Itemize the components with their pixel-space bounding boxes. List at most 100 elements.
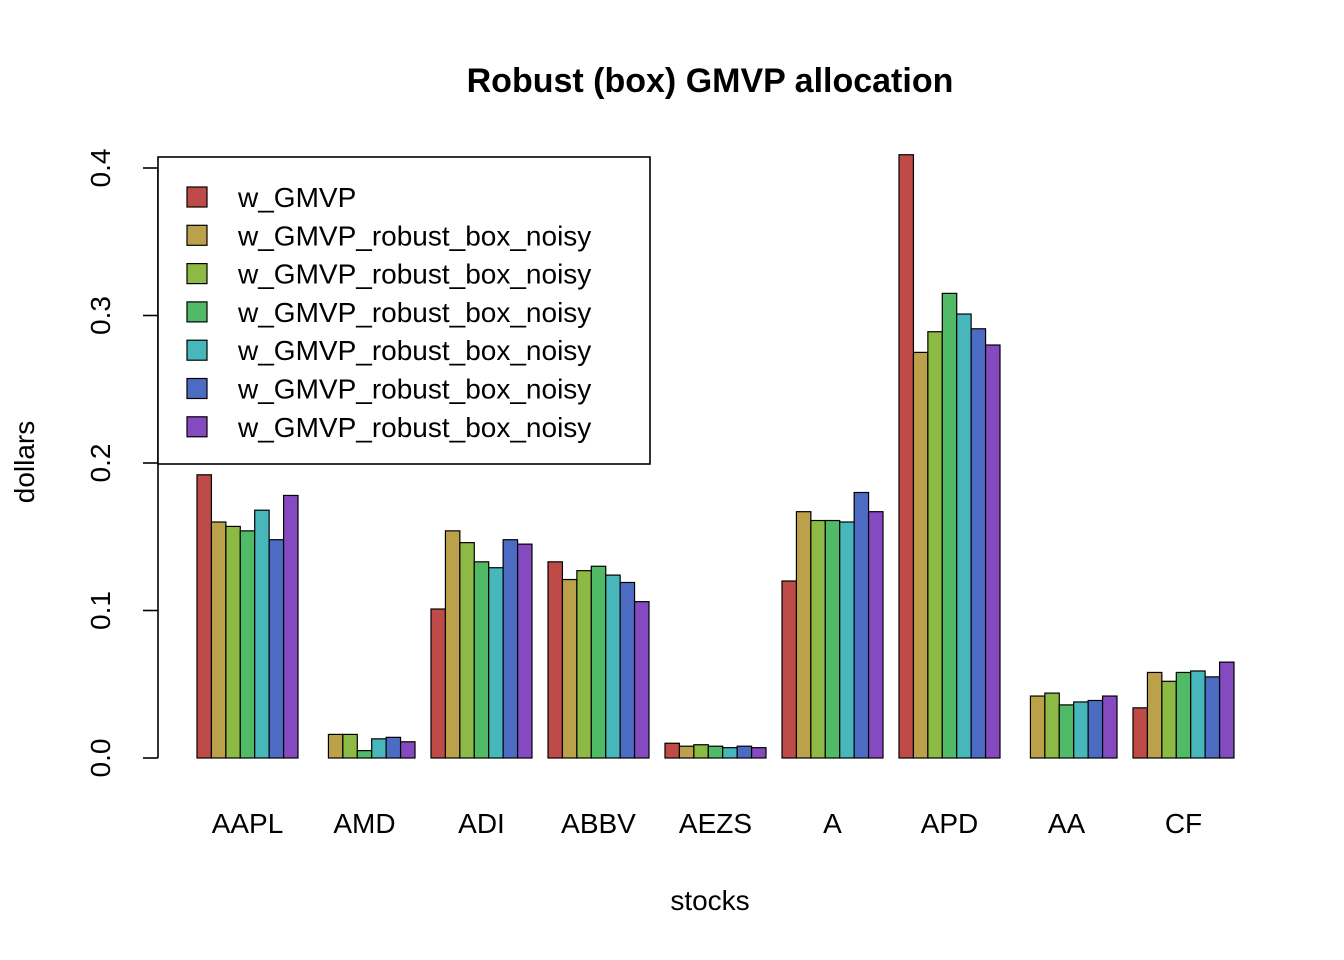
- legend-label-4: w_GMVP_robust_box_noisy: [237, 297, 591, 328]
- legend-swatch-2: [186, 224, 208, 246]
- bar-group-a: [781, 491, 884, 759]
- bar-aapl-series-7: [282, 494, 299, 759]
- bar-cf-series-4: [1175, 671, 1192, 759]
- legend-swatch-4: [186, 301, 208, 323]
- x-tick-label: CF: [1165, 808, 1202, 839]
- bar-adi-series-7: [516, 543, 533, 759]
- bar-aezs-series-7: [750, 747, 767, 759]
- bar-aa-series-5: [1073, 701, 1089, 759]
- legend-swatch-6: [186, 377, 208, 400]
- bar-adi-series-1: [430, 608, 447, 759]
- bar-abbv-series-4: [590, 565, 607, 759]
- bar-aapl-series-6: [268, 539, 285, 759]
- y-axis: 0.0 0.1 0.2 0.3 0.4: [85, 149, 159, 778]
- bar-apd-series-4: [941, 292, 958, 759]
- bar-amd-series-4: [356, 750, 373, 759]
- x-tick-label: AA: [1048, 808, 1086, 839]
- legend-label-5: w_GMVP_robust_box_noisy: [237, 335, 591, 366]
- bar-apd-series-7: [984, 344, 1001, 759]
- bar-adi-series-2: [444, 530, 461, 759]
- y-tick-label: 0.2: [85, 444, 116, 483]
- bar-aapl-series-3: [225, 525, 241, 759]
- bar-apd-series-1: [898, 154, 915, 759]
- bar-group-abbv: [547, 561, 650, 759]
- bar-group-cf: [1132, 661, 1235, 759]
- bar-abbv-series-7: [633, 601, 650, 759]
- legend: w_GMVP w_GMVP_robust_box_noisy w_GMVP_robu…: [157, 156, 651, 465]
- x-tick-label: AEZS: [679, 808, 752, 839]
- bar-group-aapl: [196, 474, 299, 759]
- bar-a-series-7: [867, 511, 884, 759]
- bar-apd-series-6: [970, 328, 987, 759]
- y-tick-label: 0.3: [85, 296, 116, 335]
- legend-label-7: w_GMVP_robust_box_noisy: [237, 412, 591, 443]
- bar-group-aezs: [664, 742, 767, 759]
- bar-apd-series-2: [912, 351, 929, 759]
- bar-abbv-series-5: [605, 574, 621, 759]
- bar-aezs-series-6: [736, 745, 753, 759]
- bar-amd-series-2: [327, 733, 344, 759]
- bar-cf-series-1: [1132, 707, 1149, 759]
- bar-cf-series-6: [1204, 676, 1221, 759]
- bar-aezs-series-4: [707, 745, 724, 759]
- x-tick-label: AAPL: [212, 808, 284, 839]
- bar-aapl-series-5: [254, 509, 270, 759]
- bar-amd-series-7: [399, 741, 416, 759]
- x-tick-label: A: [823, 808, 842, 839]
- bar-group-apd: [898, 154, 1001, 759]
- bar-aa-series-3: [1044, 692, 1060, 759]
- bar-a-series-3: [810, 519, 826, 759]
- bar-a-series-2: [795, 511, 812, 759]
- legend-label-1: w_GMVP: [237, 182, 356, 213]
- bar-a-series-5: [839, 521, 855, 759]
- bar-cf-series-3: [1161, 680, 1177, 759]
- x-tick-label: AMD: [333, 808, 395, 839]
- x-axis-label: stocks: [670, 885, 749, 916]
- legend-swatch-7: [186, 416, 208, 438]
- bar-amd-series-6: [385, 736, 402, 759]
- bars-layer: [196, 154, 1235, 759]
- bar-adi-series-5: [488, 567, 504, 759]
- bar-abbv-series-6: [619, 581, 636, 759]
- bar-abbv-series-2: [561, 578, 578, 759]
- bar-adi-series-3: [459, 542, 475, 759]
- legend-swatch-1: [186, 186, 208, 208]
- bar-group-aa: [1029, 692, 1118, 759]
- bar-aezs-series-3: [693, 744, 709, 759]
- bar-amd-series-5: [371, 738, 387, 759]
- x-axis-tick-labels: AAPL AMD ADI ABBV AEZS A APD AA CF: [212, 808, 1202, 839]
- bar-a-series-1: [781, 580, 798, 759]
- legend-box: [157, 156, 651, 465]
- y-tick-label: 0.0: [85, 739, 116, 778]
- legend-label-2: w_GMVP_robust_box_noisy: [237, 220, 591, 251]
- bar-abbv-series-1: [547, 561, 564, 759]
- bar-amd-series-3: [342, 733, 358, 759]
- chart-title: Robust (box) GMVP allocation: [467, 62, 954, 100]
- bar-aezs-series-1: [664, 742, 681, 759]
- bar-cf-series-7: [1218, 661, 1235, 759]
- legend-label-3: w_GMVP_robust_box_noisy: [237, 259, 591, 290]
- bar-group-adi: [430, 530, 533, 759]
- bar-adi-series-6: [502, 539, 519, 759]
- bar-aa-series-7: [1101, 695, 1118, 759]
- legend-swatch-5: [186, 339, 208, 361]
- x-tick-label: ADI: [458, 808, 505, 839]
- y-axis-label: dollars: [9, 421, 40, 503]
- y-tick-label: 0.4: [85, 149, 116, 188]
- bar-cf-series-5: [1190, 670, 1206, 759]
- bar-aa-series-6: [1087, 699, 1104, 759]
- y-tick-label: 0.1: [85, 591, 116, 630]
- bar-a-series-6: [853, 491, 870, 759]
- bar-cf-series-2: [1146, 671, 1163, 759]
- bar-aa-series-4: [1058, 704, 1075, 759]
- bar-abbv-series-3: [576, 570, 592, 759]
- bar-aapl-series-2: [210, 521, 227, 759]
- bar-aapl-series-1: [196, 474, 213, 759]
- x-tick-label: ABBV: [561, 808, 636, 839]
- legend-label-6: w_GMVP_robust_box_noisy: [237, 374, 591, 405]
- bar-apd-series-5: [956, 313, 972, 759]
- bar-group-amd: [327, 733, 416, 759]
- bar-aezs-series-5: [722, 747, 738, 759]
